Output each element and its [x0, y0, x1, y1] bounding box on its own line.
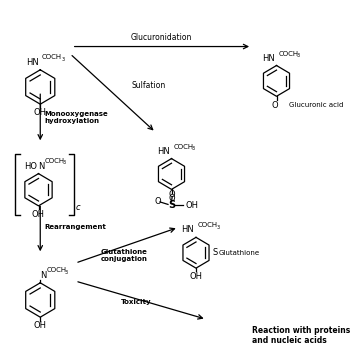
Text: O: O — [168, 190, 175, 199]
Text: COCH: COCH — [42, 54, 62, 60]
Text: O: O — [272, 101, 278, 110]
Text: OH: OH — [34, 108, 47, 117]
Text: Glucuronidation: Glucuronidation — [131, 33, 193, 42]
Text: COCH: COCH — [47, 267, 67, 273]
Text: O: O — [168, 194, 175, 203]
Text: COCH: COCH — [198, 222, 218, 228]
Text: 3: 3 — [65, 270, 68, 275]
Text: Glutathione
conjugation: Glutathione conjugation — [101, 249, 148, 262]
Text: OH: OH — [189, 272, 203, 281]
Text: 3: 3 — [192, 146, 195, 151]
Text: Glucuronic acid: Glucuronic acid — [289, 102, 343, 108]
Text: 3: 3 — [63, 160, 66, 165]
Text: O: O — [154, 197, 161, 206]
Text: N: N — [40, 271, 47, 280]
Text: HN: HN — [157, 147, 170, 156]
Text: HN: HN — [182, 226, 194, 234]
Text: Rearrangement: Rearrangement — [45, 224, 107, 230]
Text: N: N — [38, 162, 45, 171]
Text: 3: 3 — [297, 53, 300, 58]
Text: OH: OH — [32, 210, 45, 219]
Text: Glutathione: Glutathione — [219, 250, 260, 256]
Text: c: c — [76, 203, 80, 212]
Text: Toxicity: Toxicity — [121, 299, 152, 305]
Text: Monooxygenase
hydroxylation: Monooxygenase hydroxylation — [45, 111, 108, 124]
Text: COCH: COCH — [278, 50, 298, 57]
Text: S: S — [213, 248, 218, 257]
Text: HN: HN — [262, 54, 275, 63]
Text: COCH: COCH — [45, 158, 65, 164]
Text: Sulfation: Sulfation — [131, 81, 166, 90]
Text: 3: 3 — [62, 57, 65, 62]
Text: HN: HN — [26, 58, 38, 67]
Text: S: S — [168, 200, 175, 211]
Text: 3: 3 — [216, 225, 219, 230]
Text: COCH: COCH — [173, 144, 193, 150]
Text: Reaction with proteins
and nucleic acids: Reaction with proteins and nucleic acids — [252, 326, 350, 345]
Text: OH: OH — [186, 201, 198, 210]
Text: HO: HO — [24, 162, 37, 171]
Text: OH: OH — [34, 321, 47, 330]
